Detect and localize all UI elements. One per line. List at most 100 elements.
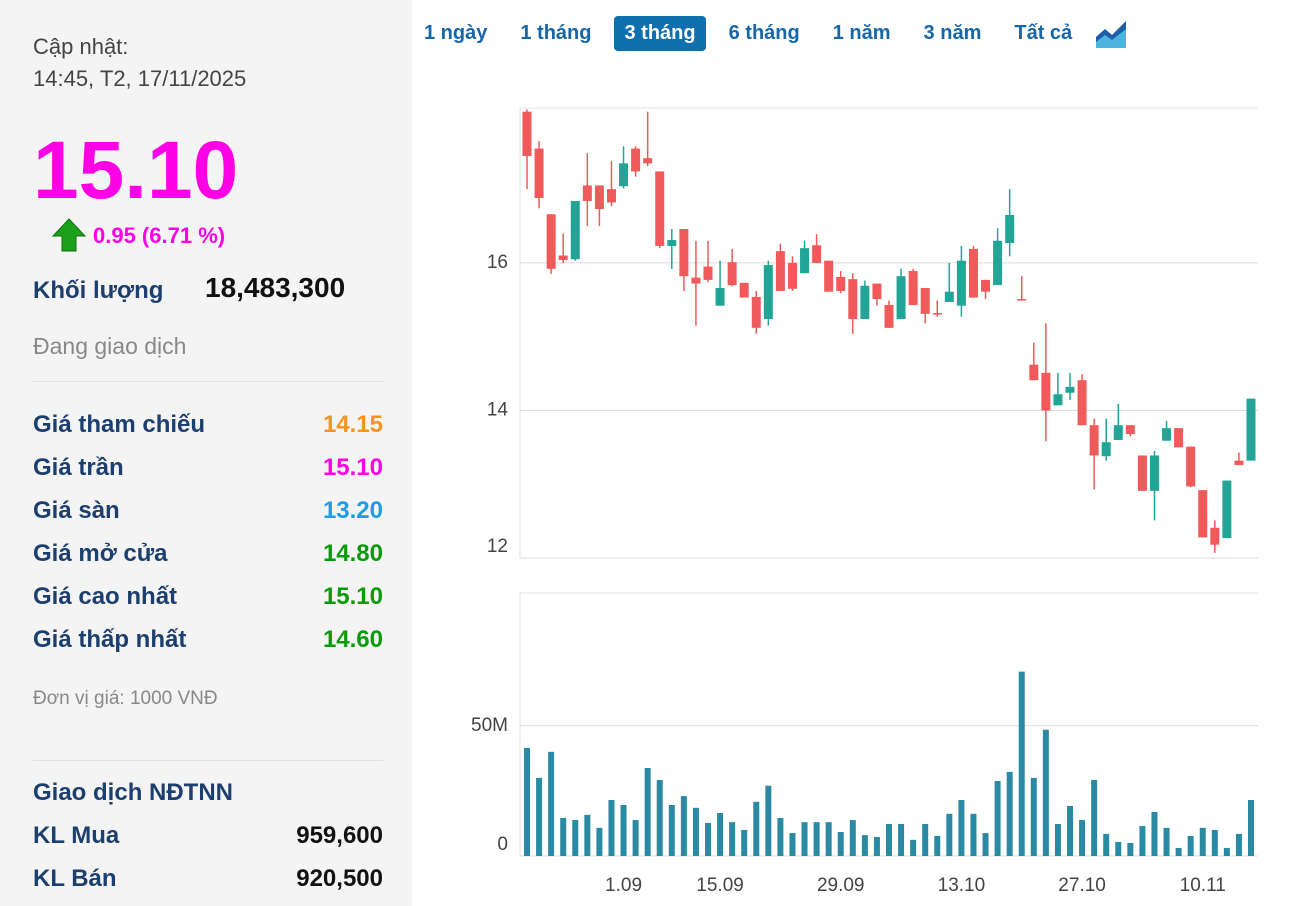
volume-bar	[1199, 827, 1206, 856]
info-panel: Cập nhật: 14:45, T2, 17/11/2025 15.10 0.…	[0, 0, 412, 906]
volume-bar	[1030, 777, 1037, 856]
foreign-value: 920,500	[296, 865, 383, 892]
candle-body	[848, 279, 858, 319]
row-value: 15.10	[322, 583, 383, 610]
volume-bar	[1235, 833, 1242, 856]
volume-bar	[1151, 811, 1158, 856]
x-tick-label: 15.09	[696, 875, 744, 896]
volume-bar	[753, 801, 760, 856]
x-tick-label: 29.09	[817, 875, 865, 896]
volume-bar	[765, 785, 772, 856]
range-tab[interactable]: 1 ngày	[424, 22, 488, 44]
candle-body	[1162, 428, 1172, 441]
row-label: Giá trần	[33, 454, 124, 481]
candle-body	[1246, 398, 1256, 461]
candle-body	[546, 214, 556, 269]
candle-body	[932, 313, 942, 315]
candle-body	[619, 163, 629, 187]
volume-bar	[729, 822, 736, 856]
row-value: 14.80	[322, 540, 383, 567]
range-tab[interactable]: Tất cả	[1014, 22, 1073, 44]
candle-body	[860, 285, 870, 319]
candle-body	[522, 111, 532, 156]
volume-bar	[596, 827, 603, 856]
status: Đang giao dịch	[33, 333, 187, 359]
update-time: 14:45, T2, 17/11/2025	[33, 66, 247, 91]
volume-bar	[717, 813, 724, 856]
candle-body	[655, 171, 665, 246]
volume-bar	[1067, 806, 1073, 856]
volume-bar	[668, 804, 675, 856]
volume-bar	[813, 822, 820, 856]
candle-body	[643, 158, 653, 164]
candle-body	[1234, 460, 1244, 466]
volume-bar	[825, 822, 832, 856]
volume-bar	[873, 836, 880, 856]
candle-body	[944, 291, 954, 303]
y-tick-label: 0	[497, 834, 508, 855]
volume-bar	[861, 835, 868, 856]
volume-bar	[1248, 800, 1254, 856]
y-tick-label: 50M	[471, 715, 508, 736]
volume-label: Khối lượng	[33, 277, 164, 304]
foreign-label: KL Mua	[33, 822, 120, 849]
volume-bar	[1223, 847, 1230, 856]
row-value: 13.20	[322, 497, 383, 524]
range-tab[interactable]: 3 năm	[923, 22, 982, 44]
volume-bar	[705, 822, 711, 856]
volume-bar	[1079, 820, 1086, 856]
candle-body	[968, 248, 978, 298]
row-label: Giá tham chiếu	[33, 411, 206, 438]
volume-bar	[1091, 779, 1098, 856]
volume-bar	[982, 833, 989, 856]
volume-bar	[608, 800, 615, 856]
volume-bar	[741, 829, 748, 856]
row-label: Giá mở cửa	[33, 540, 168, 567]
up-arrow-icon	[52, 218, 86, 252]
volume-bar	[934, 835, 941, 856]
volume-value: 18,483,300	[205, 272, 346, 303]
candle-body	[763, 265, 773, 319]
candle-body	[679, 228, 689, 277]
range-tab[interactable]: 6 tháng	[728, 22, 800, 44]
candle-body	[582, 185, 592, 201]
row-label: Giá thấp nhất	[33, 626, 187, 653]
volume-bar	[910, 839, 917, 856]
candle-body	[993, 240, 1003, 286]
range-tab[interactable]: 3 tháng	[614, 16, 706, 51]
candle-body	[812, 245, 822, 263]
volume-bar	[898, 823, 905, 856]
candle-body	[896, 276, 906, 319]
candle-body	[1041, 372, 1051, 411]
volume-bar	[620, 804, 627, 856]
x-tick-label: 13.10	[938, 875, 986, 896]
x-tick-label: 1.09	[605, 875, 642, 896]
candle-body	[956, 260, 966, 306]
candle-body	[1149, 455, 1159, 491]
volume-bar	[536, 777, 543, 856]
candle-body	[667, 240, 677, 246]
volume-bar	[886, 823, 892, 856]
candle-body	[534, 148, 544, 198]
candle-body	[1210, 527, 1220, 545]
candle-body	[775, 251, 785, 291]
candle-body	[884, 304, 894, 328]
candle-body	[787, 262, 797, 289]
range-tab[interactable]: 1 năm	[832, 22, 891, 44]
volume-bar	[970, 813, 977, 856]
volume-bar	[548, 751, 555, 856]
separator	[33, 381, 383, 382]
candle-body	[824, 260, 834, 292]
candle-body	[1101, 442, 1111, 457]
candle-body	[1077, 380, 1087, 426]
volume-bar	[692, 807, 699, 856]
price-change: 0.95 (6.71 %)	[93, 223, 226, 248]
candle-body	[1089, 425, 1099, 456]
candle-body	[1186, 446, 1196, 487]
range-tab[interactable]: 1 tháng	[520, 22, 592, 44]
candle-body	[908, 271, 918, 305]
row-value: 14.60	[322, 626, 383, 653]
chart-type-icon[interactable]	[1095, 19, 1127, 49]
foreign-title: Giao dịch NĐTNN	[33, 779, 234, 806]
